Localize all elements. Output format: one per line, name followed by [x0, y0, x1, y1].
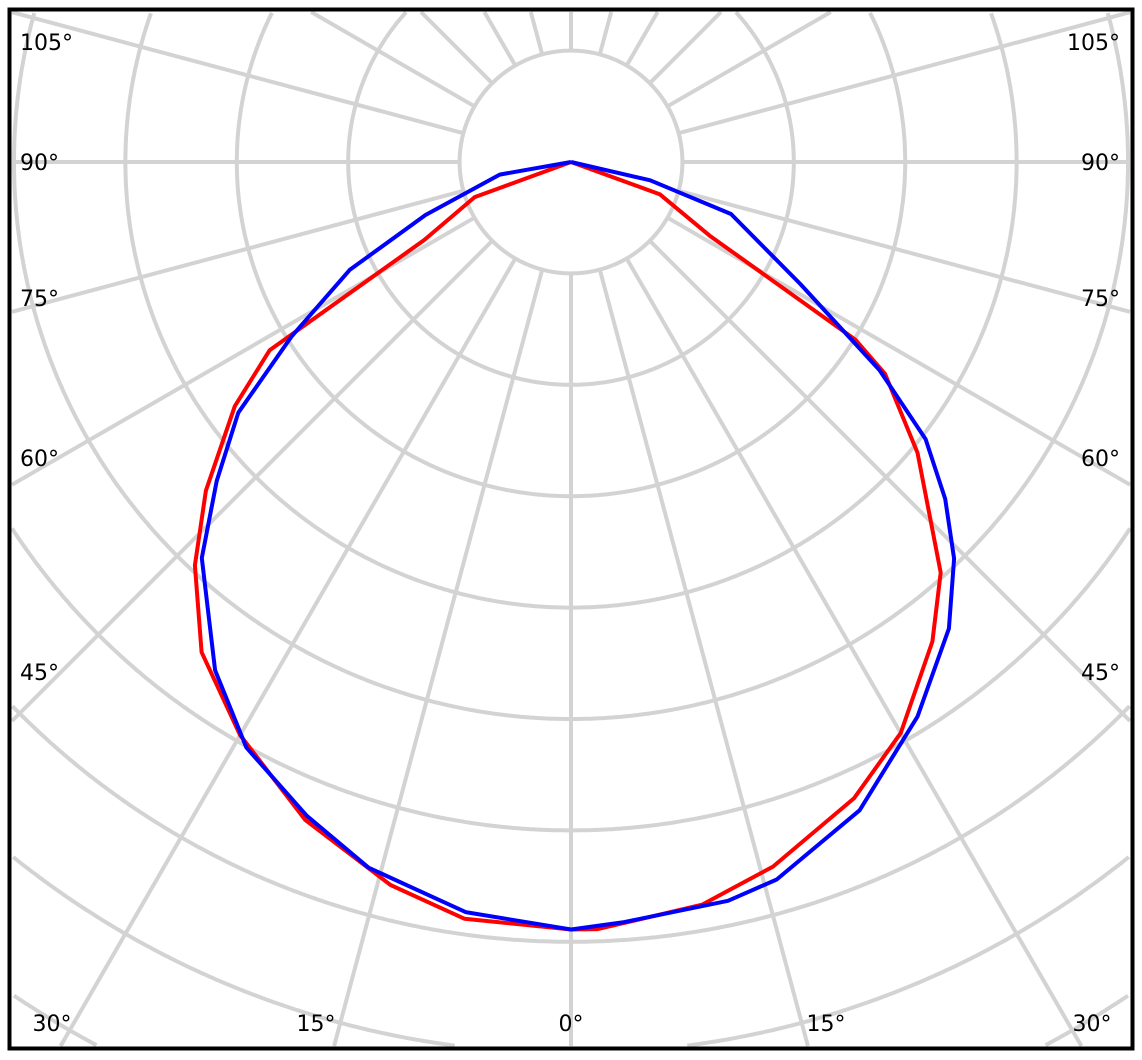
angle-label-right: 105° — [1067, 31, 1120, 56]
grid-ring — [346, 10, 571, 387]
grid-spoke — [666, 215, 1131, 487]
angle-label-bottom: 15° — [807, 1012, 846, 1037]
angle-label-right: 90° — [1081, 151, 1120, 176]
grid-spoke — [10, 239, 494, 723]
grid-spoke — [597, 11, 614, 55]
grid-ring — [1044, 993, 1130, 1047]
angle-label-right: 75° — [1081, 287, 1120, 312]
grid-spoke — [332, 269, 545, 1047]
grid-spoke — [11, 188, 464, 314]
angle-label-right: 45° — [1081, 661, 1120, 686]
grid-ring — [571, 704, 1132, 944]
angle-label-right: 60° — [1081, 447, 1120, 472]
angle-labels: 105° 90° 75° 60° 45° 105° 90° 75° 60° 45° 30° 15° 0°… — [20, 31, 1120, 1037]
grid-spoke — [678, 10, 1131, 136]
angle-label-bottom: 30° — [33, 1012, 72, 1037]
grid-spoke — [597, 269, 810, 1047]
grid-ring — [571, 12, 1130, 721]
grid-ring — [571, 12, 1019, 610]
angle-label-left: 60° — [20, 447, 59, 472]
grid-spoke — [666, 10, 832, 109]
polar-grid — [10, 10, 1132, 1048]
grid-ring — [571, 10, 796, 387]
angle-label-left: 75° — [20, 287, 59, 312]
grid-spoke — [624, 10, 660, 67]
grid-ring — [10, 527, 571, 833]
grid-spoke — [678, 188, 1131, 314]
grid-spoke — [419, 10, 494, 85]
angle-label-bottom: 30° — [1073, 1012, 1112, 1037]
angle-label-left: 90° — [20, 151, 59, 176]
plot-frame — [7, 7, 1135, 1051]
grid-ring — [571, 527, 1132, 833]
grid-ring — [12, 993, 98, 1047]
grid-spoke — [648, 10, 723, 85]
grid-spoke — [648, 239, 1132, 723]
angle-label-left: 45° — [20, 661, 59, 686]
grid-ring — [687, 855, 1131, 1048]
curves — [192, 160, 957, 932]
angle-label-bottom: 0° — [559, 1012, 584, 1037]
grid-spoke — [11, 10, 464, 136]
grid-spoke — [482, 10, 518, 67]
angle-label-left: 105° — [20, 31, 73, 56]
grid-spoke — [528, 11, 545, 55]
grid-spoke — [310, 10, 476, 109]
grid-spoke — [58, 257, 518, 1048]
grid-ring — [12, 12, 571, 721]
grid-ring — [10, 704, 571, 944]
grid-ring — [11, 855, 455, 1048]
grid-spoke — [624, 257, 1084, 1048]
intensity-curve — [199, 160, 957, 932]
angle-label-bottom: 15° — [297, 1012, 336, 1037]
grid-ring — [123, 12, 571, 610]
grid-spoke — [11, 215, 476, 487]
